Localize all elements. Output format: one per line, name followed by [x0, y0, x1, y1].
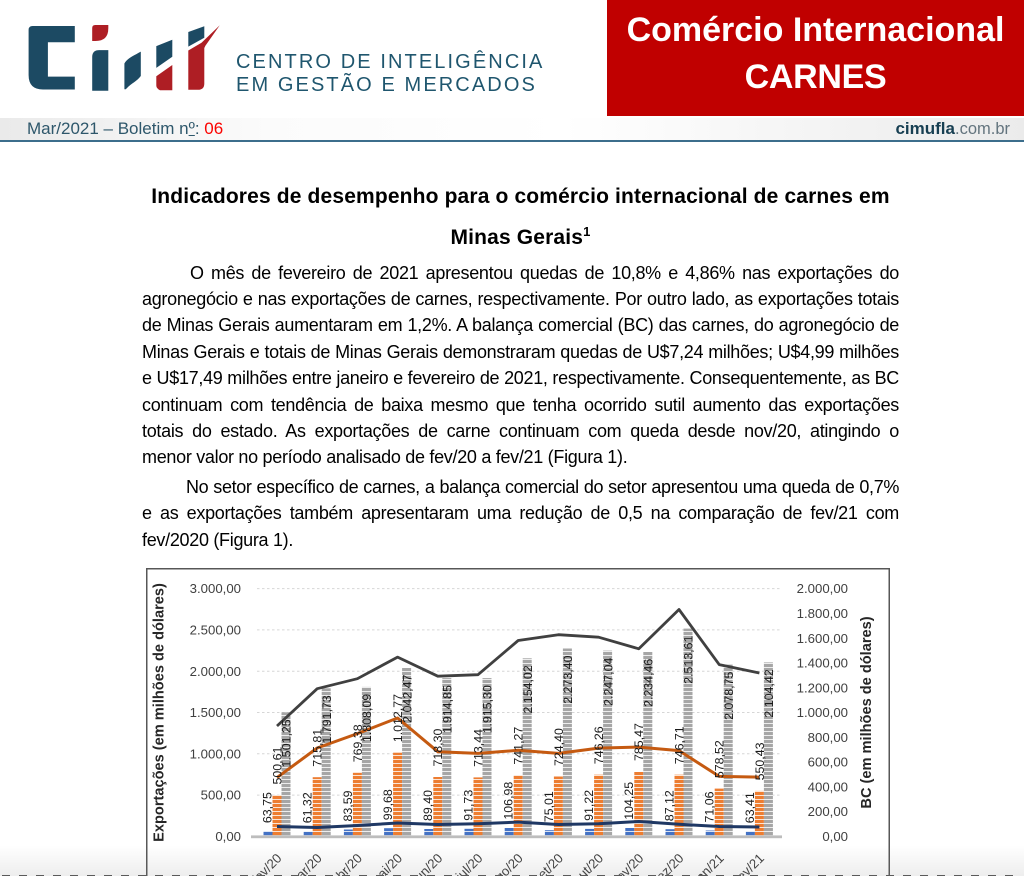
svg-text:1.915,30: 1.915,30 — [481, 685, 495, 733]
svg-text:1.500,00: 1.500,00 — [190, 705, 241, 720]
svg-text:2.273,40: 2.273,40 — [561, 655, 575, 703]
svg-text:785,47: 785,47 — [632, 723, 646, 761]
svg-text:63,41: 63,41 — [743, 792, 757, 823]
svg-text:Exportações (em milhões de dól: Exportações (em milhões de dólares) — [152, 583, 168, 842]
svg-text:1.791,73: 1.791,73 — [320, 695, 334, 743]
svg-text:2.234,46: 2.234,46 — [642, 659, 656, 707]
svg-text:106,98: 106,98 — [502, 782, 516, 820]
svg-text:1.808,09: 1.808,09 — [360, 694, 374, 742]
svg-text:75,01: 75,01 — [542, 791, 556, 822]
svg-text:1.400,00: 1.400,00 — [797, 656, 848, 671]
svg-text:2.042,47: 2.042,47 — [400, 674, 414, 722]
svg-text:BC (em milhões de dólares): BC (em milhões de dólares) — [859, 616, 875, 808]
svg-text:2.000,00: 2.000,00 — [190, 664, 241, 679]
svg-text:400,00: 400,00 — [808, 779, 848, 794]
svg-text:2.500,00: 2.500,00 — [190, 623, 241, 638]
svg-text:713,44: 713,44 — [471, 729, 485, 767]
svg-text:1.914,85: 1.914,85 — [441, 685, 455, 733]
svg-text:1.501,25: 1.501,25 — [280, 719, 294, 767]
svg-text:63,75: 63,75 — [260, 792, 274, 823]
svg-text:89,40: 89,40 — [421, 790, 435, 821]
svg-text:500,61: 500,61 — [270, 746, 284, 784]
svg-text:99,68: 99,68 — [381, 789, 395, 820]
svg-text:71,06: 71,06 — [703, 791, 717, 822]
svg-text:83,59: 83,59 — [341, 790, 355, 821]
svg-text:746,71: 746,71 — [672, 726, 686, 764]
svg-text:2.000,00: 2.000,00 — [797, 581, 848, 596]
svg-text:724,40: 724,40 — [552, 728, 566, 766]
svg-text:769,38: 769,38 — [351, 724, 365, 762]
svg-text:1.000,00: 1.000,00 — [797, 705, 848, 720]
svg-text:61,32: 61,32 — [301, 792, 315, 823]
svg-text:718,30: 718,30 — [431, 728, 445, 766]
svg-text:104,25: 104,25 — [622, 782, 636, 820]
svg-text:2.154,02: 2.154,02 — [521, 665, 535, 713]
svg-text:1.800,00: 1.800,00 — [797, 606, 848, 621]
svg-text:2.247,04: 2.247,04 — [601, 657, 615, 705]
svg-text:0,00: 0,00 — [822, 829, 848, 844]
svg-text:3.000,00: 3.000,00 — [190, 581, 241, 596]
svg-text:578,52: 578,52 — [713, 740, 727, 778]
svg-text:0,00: 0,00 — [215, 829, 241, 844]
svg-text:1.200,00: 1.200,00 — [797, 680, 848, 695]
svg-text:87,12: 87,12 — [662, 790, 676, 821]
svg-text:741,27: 741,27 — [512, 727, 526, 765]
svg-text:200,00: 200,00 — [808, 804, 848, 819]
svg-text:91,22: 91,22 — [582, 790, 596, 821]
svg-text:800,00: 800,00 — [808, 730, 848, 745]
svg-text:746,26: 746,26 — [592, 726, 606, 764]
svg-text:715,81: 715,81 — [311, 729, 325, 767]
svg-text:2.078,75: 2.078,75 — [722, 671, 736, 719]
svg-text:1.000,00: 1.000,00 — [190, 746, 241, 761]
svg-text:1.012,77: 1.012,77 — [391, 694, 405, 742]
svg-text:1.600,00: 1.600,00 — [797, 631, 848, 646]
svg-text:500,00: 500,00 — [201, 788, 241, 803]
svg-text:91,73: 91,73 — [461, 790, 475, 821]
svg-text:2.513,61: 2.513,61 — [682, 635, 696, 683]
svg-text:550,43: 550,43 — [753, 742, 767, 780]
svg-text:2.104,42: 2.104,42 — [762, 669, 776, 717]
svg-text:600,00: 600,00 — [808, 755, 848, 770]
